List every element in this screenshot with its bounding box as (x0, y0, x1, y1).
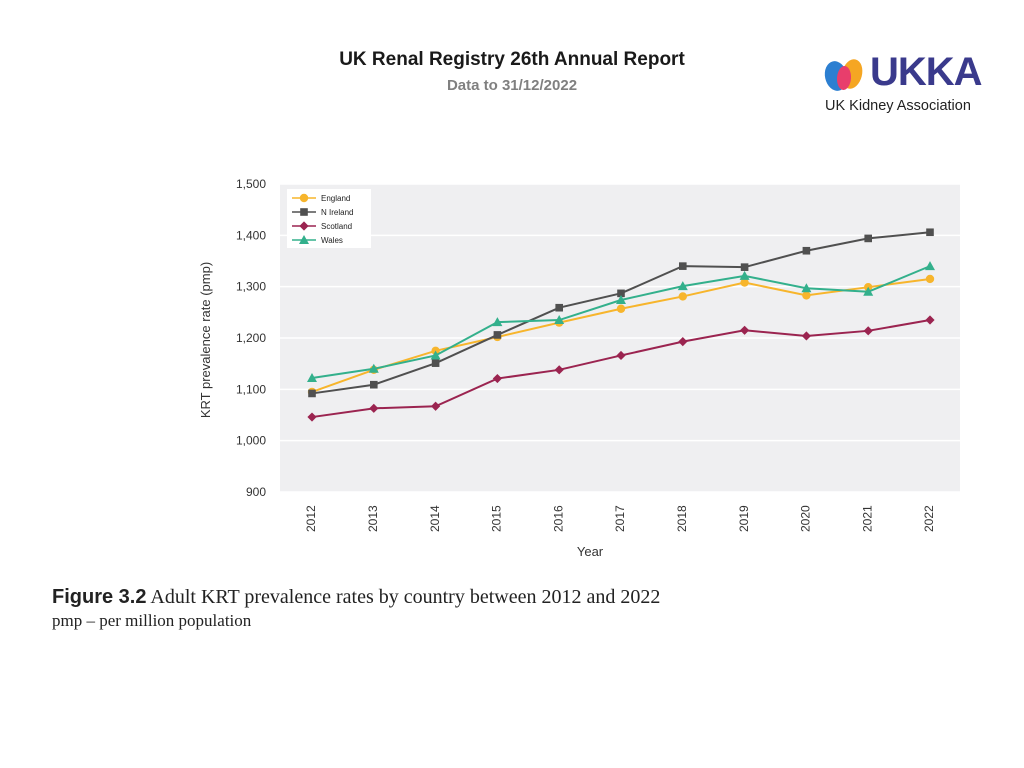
data-point-n-ireland (679, 262, 687, 270)
data-point-england (925, 274, 935, 284)
data-point-n-ireland (493, 331, 502, 339)
legend-marker (299, 235, 309, 244)
x-tick-label: 2020 (799, 505, 813, 532)
data-point-n-ireland (555, 303, 563, 312)
data-point-england (678, 292, 687, 301)
x-tick-label: 2014 (428, 505, 442, 532)
y-tick-label: 1,400 (236, 228, 266, 242)
prevalence-line-chart: 900 1,000 1,100 1,200 1,300 1,400 1,500 2012 201… (198, 177, 960, 559)
legend-marker (299, 221, 309, 231)
data-point-scotland (678, 336, 688, 347)
report-subtitle: Data to 31/12/2022 (446, 77, 578, 94)
data-point-wales (492, 317, 503, 327)
y-axis-title: KRT prevalence rate (pmp) (198, 262, 213, 418)
kidney-logo-icon (824, 59, 863, 91)
data-point-wales (677, 281, 688, 291)
legend-label: Wales (321, 236, 343, 245)
figure-note: pmp – per million population (52, 611, 252, 630)
data-point-scotland (492, 373, 502, 384)
y-tick-label: 1,000 (236, 434, 266, 448)
x-tick-label: 2016 (551, 505, 565, 532)
x-tick-label: 2015 (490, 505, 504, 532)
data-point-n-ireland (431, 359, 440, 367)
legend-label: England (321, 194, 350, 203)
x-tick-label: 2021 (860, 505, 874, 532)
ukka-logo: UKKA UK Kidney Association (822, 48, 997, 123)
data-point-wales (307, 373, 317, 383)
legend-label: N Ireland (321, 208, 353, 217)
data-point-n-ireland (308, 389, 316, 398)
data-point-scotland (925, 315, 935, 325)
x-axis-title: Year (577, 544, 604, 559)
data-point-wales (739, 270, 750, 280)
x-tick-label: 2012 (304, 505, 318, 532)
logo-tagline: UK Kidney Association (825, 98, 971, 114)
y-tick-label: 900 (246, 485, 266, 499)
figure-caption: Figure 3.2 Adult KRT prevalence rates by… (52, 586, 660, 631)
y-tick-label: 1,300 (236, 280, 266, 294)
data-point-scotland (740, 325, 750, 335)
legend-label: Scotland (321, 222, 352, 231)
data-point-n-ireland (370, 380, 378, 389)
data-point-wales (616, 295, 626, 305)
figure-text: Adult KRT prevalence rates by country be… (150, 586, 661, 608)
data-point-england (740, 278, 749, 287)
report-title: UK Renal Registry 26th Annual Report (339, 49, 685, 70)
data-point-wales (368, 363, 379, 373)
data-point-n-ireland (802, 246, 811, 255)
data-point-n-ireland (617, 289, 625, 298)
x-tick-label: 2017 (613, 505, 627, 532)
data-point-n-ireland (926, 228, 934, 237)
data-point-scotland (307, 412, 317, 422)
data-point-n-ireland (740, 263, 749, 271)
x-tick-label: 2013 (366, 505, 380, 532)
y-tick-label: 1,200 (236, 331, 266, 345)
x-tick-label: 2019 (737, 505, 751, 532)
data-point-wales (554, 315, 565, 325)
data-point-scotland (554, 365, 564, 375)
legend-marker (300, 208, 308, 216)
x-tick-label: 2018 (675, 505, 689, 532)
y-tick-label: 1,500 (236, 177, 266, 191)
data-point-wales (801, 283, 812, 293)
figure-label: Figure 3.2 (52, 586, 147, 608)
data-point-england (616, 304, 626, 313)
x-tick-label: 2022 (922, 505, 936, 532)
data-point-wales (430, 350, 441, 360)
data-point-wales (863, 286, 874, 296)
data-point-scotland (801, 331, 811, 341)
logo-wordmark: UKKA (870, 50, 983, 94)
legend-marker (299, 193, 309, 203)
data-point-england (802, 291, 811, 300)
data-point-scotland (369, 403, 379, 413)
data-point-n-ireland (864, 234, 872, 243)
data-point-wales (925, 261, 935, 271)
y-tick-label: 1,100 (236, 382, 266, 396)
